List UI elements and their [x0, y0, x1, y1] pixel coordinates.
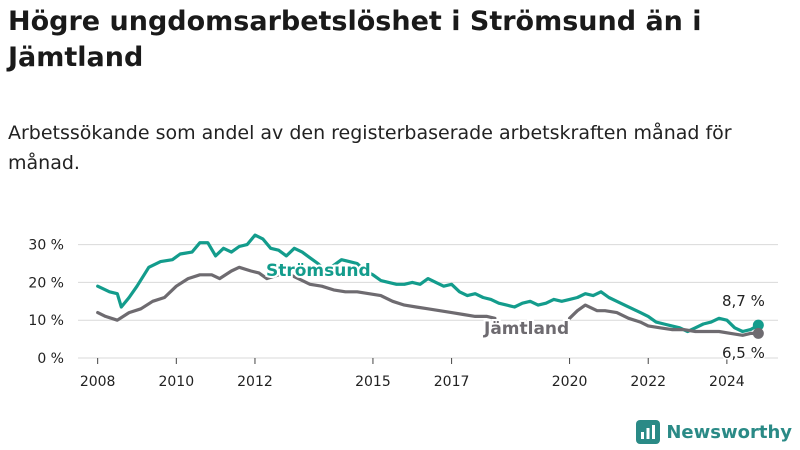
- newsworthy-brand: Newsworthy: [636, 420, 792, 444]
- end-label-jamtland: 6,5 %: [722, 344, 765, 362]
- x-tick-label-2017: 2017: [434, 374, 470, 390]
- x-tick-label-2008: 2008: [80, 374, 116, 390]
- chart-subtitle: Arbetssökande som andel av den registerb…: [8, 122, 732, 174]
- y-tick-label-10: 10 %: [28, 313, 64, 329]
- chart-title: Högre ungdomsarbetslöshet i Strömsund än…: [8, 6, 702, 73]
- x-tick-label-2024: 2024: [709, 374, 745, 390]
- x-tick-label-2010: 2010: [158, 374, 194, 390]
- series-line-stromsund-0: [96, 233, 760, 334]
- x-tick-label-2022: 2022: [630, 374, 666, 390]
- end-point-jamtland: [752, 327, 764, 339]
- y-tick-label-30: 30 %: [28, 238, 64, 254]
- brand-name: Newsworthy: [666, 421, 792, 443]
- series-label-jamtland: Jämtland: [483, 319, 569, 339]
- y-tick-label-20: 20 %: [28, 275, 64, 291]
- series-label-stromsund: Strömsund: [266, 261, 371, 281]
- y-tick-label-0: 0 %: [37, 351, 64, 367]
- x-tick-label-2012: 2012: [237, 374, 273, 390]
- series-line-jamtland-0: [96, 265, 497, 322]
- end-label-stromsund: 8,7 %: [722, 292, 765, 310]
- x-tick-label-2015: 2015: [355, 374, 391, 390]
- series-line-jamtland-1: [568, 303, 760, 337]
- x-tick-label-2020: 2020: [552, 374, 588, 390]
- end-point-stromsund: [752, 319, 764, 331]
- newsworthy-logo-icon: [636, 420, 661, 444]
